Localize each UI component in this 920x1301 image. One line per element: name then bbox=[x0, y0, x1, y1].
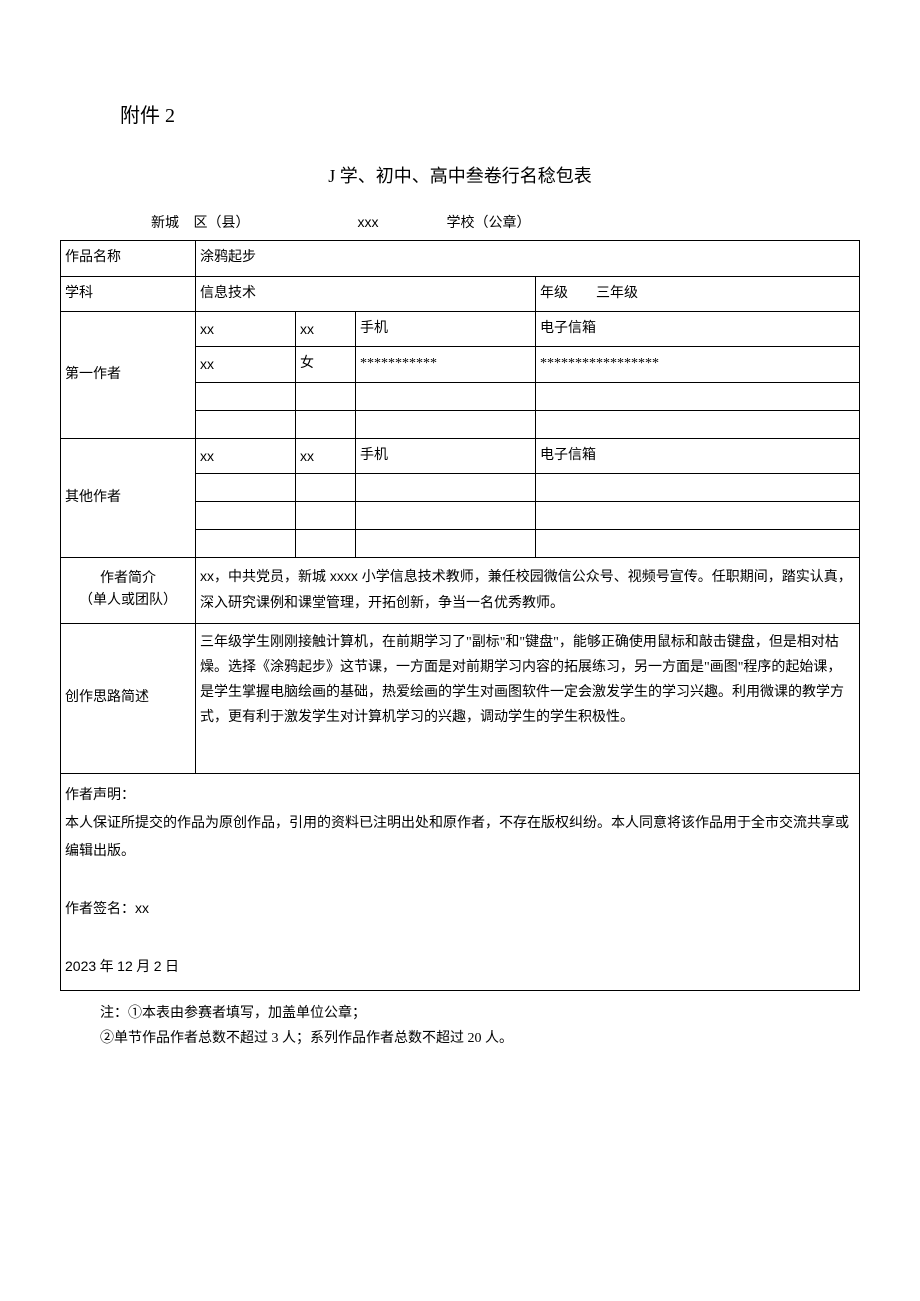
creative-idea-row: 创作思路简述 三年级学生刚刚接触计算机，在前期学习了"副标"和"键盘"，能够正确… bbox=[61, 623, 860, 773]
fa-h-col2: xx bbox=[296, 311, 356, 346]
author-intro-label-line2: （单人或团队） bbox=[79, 593, 177, 608]
creative-idea-label: 创作思路简述 bbox=[61, 623, 196, 773]
notes-line1: 注：①本表由参赛者填写，加盖单位公章； bbox=[100, 1001, 860, 1026]
page-title: J 学、初中、高中叁卷行名稔包表 bbox=[60, 162, 860, 191]
district-value: 新城 bbox=[140, 213, 190, 235]
empty-cell bbox=[196, 410, 296, 438]
empty-cell bbox=[196, 530, 296, 558]
subject-label: 学科 bbox=[61, 276, 196, 311]
oa-h-phone: 手机 bbox=[356, 438, 536, 473]
empty-cell bbox=[536, 530, 860, 558]
grade-cell: 年级 三年级 bbox=[536, 276, 860, 311]
creative-idea-value: 三年级学生刚刚接触计算机，在前期学习了"副标"和"键盘"，能够正确使用鼠标和敲击… bbox=[196, 623, 860, 773]
empty-cell bbox=[196, 502, 296, 530]
declaration-body: 本人保证所提交的作品为原创作品，引用的资料已注明出处和原作者，不存在版权纠纷。本… bbox=[65, 810, 855, 866]
other-author-header-row: 其他作者 xx xx 手机 电子信箱 bbox=[61, 438, 860, 473]
header-line: 新城 区（县） xxx 学校（公章） bbox=[140, 211, 860, 235]
empty-cell bbox=[296, 502, 356, 530]
signature-value: xx bbox=[135, 900, 149, 916]
empty-cell bbox=[536, 410, 860, 438]
school-suffix: 学校（公章） bbox=[447, 216, 531, 231]
attachment-label: 附件 2 bbox=[120, 100, 860, 132]
notes: 注：①本表由参赛者填写，加盖单位公章； ②单节作品作者总数不超过 3 人；系列作… bbox=[100, 1001, 860, 1051]
empty-cell bbox=[196, 382, 296, 410]
work-name-label: 作品名称 bbox=[61, 241, 196, 276]
registration-table: 作品名称 涂鸦起步 学科 信息技术 年级 三年级 第一作者 xx xx 手机 电… bbox=[60, 240, 860, 990]
signature-label: 作者签名： bbox=[65, 902, 135, 917]
date-year: 2023 bbox=[65, 958, 96, 974]
empty-cell bbox=[536, 502, 860, 530]
oa-h-email: 电子信箱 bbox=[536, 438, 860, 473]
empty-cell bbox=[296, 530, 356, 558]
other-author-label: 其他作者 bbox=[61, 438, 196, 557]
empty-cell bbox=[296, 474, 356, 502]
fa-h-email: 电子信箱 bbox=[536, 311, 860, 346]
work-name-value: 涂鸦起步 bbox=[196, 241, 860, 276]
declaration-row: 作者声明： 本人保证所提交的作品为原创作品，引用的资料已注明出处和原作者，不存在… bbox=[61, 773, 860, 990]
empty-cell bbox=[356, 474, 536, 502]
oa-h-name: xx bbox=[196, 438, 296, 473]
date-line: 2023 年 12 月 2 日 bbox=[65, 952, 855, 982]
fa-h-phone: 手机 bbox=[356, 311, 536, 346]
author-intro-label: 作者简介 （单人或团队） bbox=[61, 558, 196, 623]
empty-cell bbox=[536, 474, 860, 502]
fa-name: xx bbox=[196, 347, 296, 382]
work-name-row: 作品名称 涂鸦起步 bbox=[61, 241, 860, 276]
grade-value: 三年级 bbox=[596, 286, 638, 301]
first-author-header-row: 第一作者 xx xx 手机 电子信箱 bbox=[61, 311, 860, 346]
empty-cell bbox=[296, 382, 356, 410]
school-value: xxx bbox=[343, 211, 393, 233]
date-month: 12 bbox=[117, 958, 133, 974]
empty-cell bbox=[356, 530, 536, 558]
fa-email: ***************** bbox=[536, 347, 860, 382]
fa-h-name: xx bbox=[196, 311, 296, 346]
empty-cell bbox=[356, 410, 536, 438]
empty-cell bbox=[356, 382, 536, 410]
fa-phone: *********** bbox=[356, 347, 536, 382]
oa-h-col2: xx bbox=[296, 438, 356, 473]
fa-col2: 女 bbox=[296, 347, 356, 382]
empty-cell bbox=[296, 410, 356, 438]
empty-cell bbox=[356, 502, 536, 530]
author-intro-label-line1: 作者简介 bbox=[100, 571, 156, 586]
empty-cell bbox=[536, 382, 860, 410]
notes-line2: ②单节作品作者总数不超过 3 人；系列作品作者总数不超过 20 人。 bbox=[100, 1026, 860, 1051]
author-intro-row: 作者简介 （单人或团队） xx，中共党员，新城 xxxx 小学信息技术教师，兼任… bbox=[61, 558, 860, 623]
subject-value: 信息技术 bbox=[196, 276, 536, 311]
first-author-label: 第一作者 bbox=[61, 311, 196, 438]
declaration-title: 作者声明： bbox=[65, 782, 855, 810]
district-suffix: 区（县） bbox=[194, 216, 250, 231]
subject-row: 学科 信息技术 年级 三年级 bbox=[61, 276, 860, 311]
date-day: 2 bbox=[154, 958, 162, 974]
empty-cell bbox=[196, 474, 296, 502]
grade-label: 年级 bbox=[540, 286, 568, 301]
author-intro-value: xx，中共党员，新城 xxxx 小学信息技术教师，兼任校园微信公众号、视频号宣传… bbox=[196, 558, 860, 623]
author-intro-text: xx，中共党员，新城 xxxx 小学信息技术教师，兼任校园微信公众号、视频号宣传… bbox=[200, 568, 852, 610]
declaration-cell: 作者声明： 本人保证所提交的作品为原创作品，引用的资料已注明出处和原作者，不存在… bbox=[61, 773, 860, 990]
signature-line: 作者签名：xx bbox=[65, 894, 855, 924]
